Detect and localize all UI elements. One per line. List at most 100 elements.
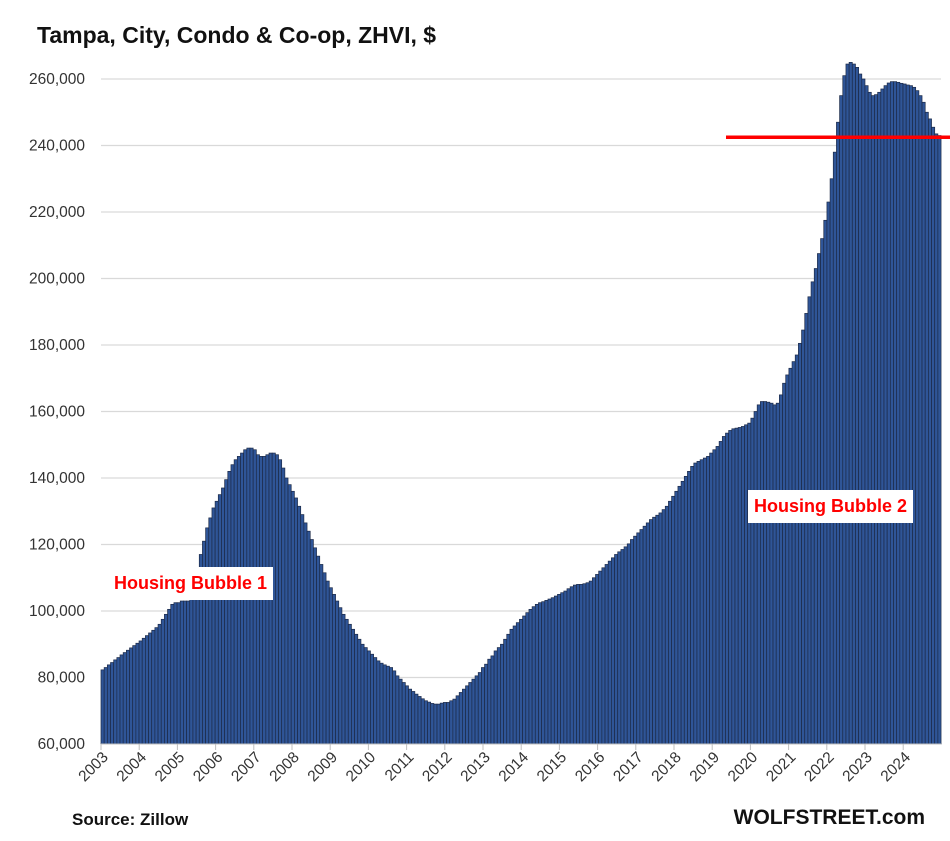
bar bbox=[328, 587, 333, 745]
bar bbox=[918, 95, 923, 745]
bar bbox=[341, 613, 346, 745]
bar bbox=[132, 645, 137, 745]
brand-label: WOLFSTREET.com bbox=[733, 806, 925, 829]
bar bbox=[141, 637, 146, 745]
bar bbox=[423, 700, 428, 745]
bar bbox=[335, 600, 340, 745]
bar bbox=[630, 539, 634, 745]
bar bbox=[836, 121, 840, 745]
bar bbox=[864, 85, 869, 745]
x-tick-label: 2015 bbox=[534, 749, 570, 785]
bar bbox=[325, 580, 330, 745]
bar bbox=[734, 427, 739, 745]
bar bbox=[262, 456, 267, 745]
bar bbox=[842, 75, 847, 745]
bar bbox=[458, 692, 463, 745]
bar bbox=[779, 394, 783, 745]
bar bbox=[183, 600, 187, 745]
bar bbox=[224, 479, 229, 745]
bar bbox=[534, 603, 539, 745]
bar bbox=[420, 698, 425, 745]
bar bbox=[322, 572, 327, 745]
bar bbox=[931, 126, 936, 745]
bar bbox=[103, 667, 108, 745]
bar bbox=[167, 608, 172, 745]
bar bbox=[490, 655, 495, 745]
bar bbox=[585, 582, 590, 745]
bar bbox=[439, 702, 444, 745]
bar bbox=[449, 700, 454, 745]
bar bbox=[522, 615, 527, 745]
x-tick-label: 2012 bbox=[419, 749, 455, 785]
bar bbox=[408, 688, 413, 745]
x-tick-label: 2006 bbox=[190, 749, 226, 785]
bar bbox=[452, 698, 457, 745]
bar bbox=[924, 111, 929, 745]
bar bbox=[855, 67, 859, 745]
bar bbox=[661, 509, 666, 745]
bar bbox=[389, 667, 393, 745]
bar bbox=[874, 94, 878, 745]
bar bbox=[471, 678, 476, 745]
bar bbox=[785, 374, 790, 745]
bar bbox=[465, 685, 470, 745]
bar bbox=[607, 560, 612, 745]
bar bbox=[116, 657, 121, 745]
bar bbox=[775, 402, 780, 745]
source-label: Source: Zillow bbox=[72, 810, 189, 829]
bar bbox=[151, 629, 156, 745]
bar bbox=[569, 586, 574, 745]
bar bbox=[614, 554, 619, 745]
bar bbox=[677, 485, 682, 745]
bar bbox=[649, 519, 653, 745]
bar bbox=[221, 487, 225, 745]
x-tick-label: 2009 bbox=[305, 749, 341, 785]
bar bbox=[126, 649, 130, 745]
bar bbox=[145, 635, 149, 745]
bar bbox=[915, 90, 920, 745]
x-tick-label: 2007 bbox=[228, 749, 264, 785]
bar bbox=[430, 703, 435, 745]
bar bbox=[154, 627, 159, 745]
bar bbox=[236, 456, 241, 745]
bar bbox=[496, 647, 501, 745]
bar bbox=[148, 632, 153, 745]
bar bbox=[281, 467, 286, 745]
bar bbox=[747, 422, 752, 745]
bar bbox=[443, 702, 447, 745]
bar bbox=[826, 201, 831, 745]
bar bbox=[591, 577, 596, 745]
x-tick-label: 2010 bbox=[343, 749, 380, 786]
x-tick-label: 2003 bbox=[75, 749, 111, 785]
annotation-housing-bubble-1: Housing Bubble 1 bbox=[108, 567, 273, 600]
bar bbox=[509, 628, 514, 745]
bar bbox=[170, 603, 175, 745]
bar bbox=[363, 647, 368, 745]
bar bbox=[623, 546, 628, 745]
bar bbox=[848, 62, 853, 745]
bar bbox=[275, 454, 279, 745]
x-tick-label: 2021 bbox=[763, 749, 799, 785]
bar bbox=[794, 354, 799, 745]
bar bbox=[122, 652, 127, 745]
bar bbox=[189, 597, 194, 745]
x-tick-label: 2004 bbox=[114, 749, 151, 786]
bar bbox=[259, 456, 264, 745]
bar bbox=[392, 670, 397, 745]
bar bbox=[110, 662, 115, 745]
bar bbox=[626, 543, 631, 745]
bar bbox=[354, 633, 359, 745]
bar bbox=[303, 522, 308, 745]
bar bbox=[639, 529, 644, 745]
bar bbox=[217, 494, 222, 745]
bar bbox=[829, 178, 834, 745]
bar bbox=[766, 401, 771, 745]
bar bbox=[512, 625, 517, 745]
bar bbox=[205, 527, 210, 745]
bar bbox=[845, 63, 850, 745]
bar bbox=[500, 643, 504, 745]
bar bbox=[100, 669, 105, 745]
bar bbox=[721, 436, 726, 745]
bar bbox=[633, 535, 638, 745]
